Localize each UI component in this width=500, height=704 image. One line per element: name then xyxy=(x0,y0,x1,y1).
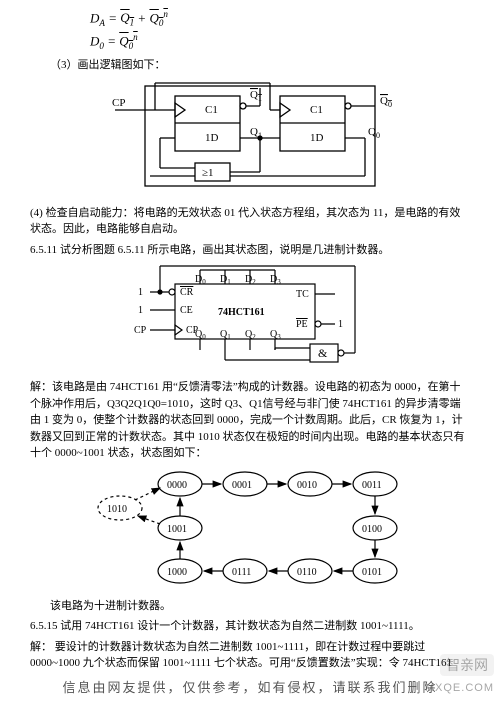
svg-text:0011: 0011 xyxy=(362,480,382,491)
svg-text:Q0: Q0 xyxy=(368,126,380,140)
svg-text:0100: 0100 xyxy=(362,524,382,535)
svg-text:&: & xyxy=(318,346,328,360)
q6511-text: 6.5.11 试分析图题 6.5.11 所示电路，画出其状态图，说明是几进制计数… xyxy=(30,242,470,259)
svg-text:C1: C1 xyxy=(205,104,218,116)
circuit-diagram-2: 1 1 CP CR CE CP D0 D1 D2 D3 TC PE 1 Q0 Q… xyxy=(30,262,470,375)
answer2-text: 解： 要设计的计数器计数状态为自然二进制数 1001~1111，即在计数过程中要… xyxy=(30,639,470,672)
svg-text:CP: CP xyxy=(134,325,147,336)
step3-text: （3）画出逻辑图如下： xyxy=(50,57,470,74)
svg-text:0010: 0010 xyxy=(297,480,317,491)
svg-text:≥1: ≥1 xyxy=(202,167,214,179)
svg-text:0110: 0110 xyxy=(297,567,317,578)
state-diagram: 0000 0001 0010 0011 0100 0101 0110 0111 … xyxy=(30,466,470,594)
svg-text:CR: CR xyxy=(180,287,194,298)
svg-text:1: 1 xyxy=(138,305,143,316)
svg-text:74HCT161: 74HCT161 xyxy=(218,307,265,318)
svg-text:1001: 1001 xyxy=(167,524,187,535)
svg-text:C1: C1 xyxy=(310,104,323,116)
svg-text:Q1: Q1 xyxy=(250,126,262,140)
watermark-site: 智亲网 xyxy=(440,654,494,676)
circuit-diagram-1: CP C1 1D C1 1D Q1 Q1 Q0 Q0 ≥1 xyxy=(30,78,470,201)
svg-text:1000: 1000 xyxy=(167,567,187,578)
svg-text:0000: 0000 xyxy=(167,480,187,491)
svg-text:1: 1 xyxy=(138,287,143,298)
equation-block: DA = Q1 + Q0n D0 = Q0n xyxy=(90,8,470,53)
svg-text:1010: 1010 xyxy=(107,504,127,515)
svg-text:TC: TC xyxy=(296,289,309,300)
svg-text:1: 1 xyxy=(338,319,343,330)
svg-text:CP: CP xyxy=(112,97,125,109)
svg-text:D0: D0 xyxy=(195,274,206,286)
answer1-text: 解：该电路是由 74HCT161 用“反馈清零法”构成的计数器。设电路的初态为 … xyxy=(30,379,470,462)
svg-text:CE: CE xyxy=(180,305,193,316)
svg-text:1D: 1D xyxy=(310,132,324,144)
svg-text:1D: 1D xyxy=(205,132,219,144)
svg-text:0111: 0111 xyxy=(232,567,251,578)
svg-text:Q0: Q0 xyxy=(380,95,392,109)
conclusion-text: 该电路为十进制计数器。 xyxy=(50,598,470,615)
svg-text:0101: 0101 xyxy=(362,567,382,578)
svg-text:D2: D2 xyxy=(245,274,256,286)
footer-text: 信息由网友提供，仅供参考，如有侵权，请联系我们删除 xyxy=(0,677,500,696)
svg-text:0001: 0001 xyxy=(232,480,252,491)
step4-text: (4) 检查自启动能力：将电路的无效状态 01 代入状态方程组，其次态为 11，… xyxy=(30,205,470,238)
q6515-text: 6.5.15 试用 74HCT161 设计一个计数器，其计数状态为自然二进制数 … xyxy=(30,618,470,635)
svg-text:D3: D3 xyxy=(270,274,281,286)
svg-text:D1: D1 xyxy=(220,274,231,286)
svg-text:PE: PE xyxy=(296,319,308,330)
